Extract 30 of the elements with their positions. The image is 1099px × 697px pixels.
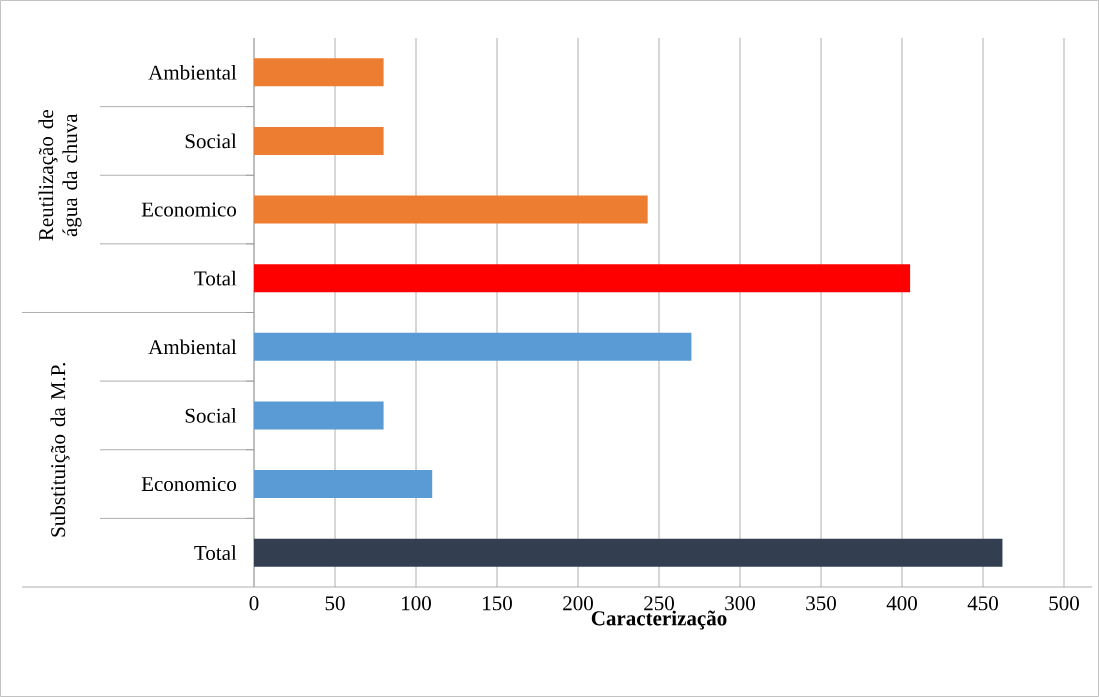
bar	[254, 332, 692, 361]
bar	[254, 195, 648, 224]
bar	[254, 470, 433, 499]
bar	[254, 401, 384, 430]
y-tick-label: Social	[185, 133, 237, 149]
x-tick-label: 50	[325, 596, 345, 611]
x-tick-label: 400	[886, 596, 917, 611]
x-tick-label: 150	[483, 596, 512, 611]
text: Substituição da M.P.	[50, 363, 70, 537]
text: Reutilização de água da chuva	[38, 110, 82, 241]
bar	[254, 58, 384, 87]
x-tick-label: 0	[249, 596, 259, 611]
y-tick-label: Ambiental	[148, 64, 237, 80]
y-tick-label: Social	[185, 408, 237, 423]
y-tick-label: Economico	[141, 202, 237, 217]
x-tick-label: 100	[402, 596, 431, 611]
bar	[254, 126, 384, 155]
y-tick-label: Total	[194, 545, 237, 561]
x-axis-title: Caracterização	[591, 610, 727, 630]
bar	[254, 264, 911, 293]
y-tick-label: Total	[194, 270, 237, 286]
x-tick-label: 200	[563, 596, 593, 611]
x-tick-label: 450	[967, 596, 998, 611]
y-tick-label: Ambiental	[148, 339, 237, 355]
x-tick-label: 250	[644, 596, 674, 611]
y-tick-label: Economico	[141, 477, 237, 492]
x-tick-label: 300	[725, 596, 755, 611]
bar	[254, 538, 1003, 567]
x-tick-label: 350	[806, 596, 836, 611]
x-tick-label: 500	[1049, 596, 1079, 611]
